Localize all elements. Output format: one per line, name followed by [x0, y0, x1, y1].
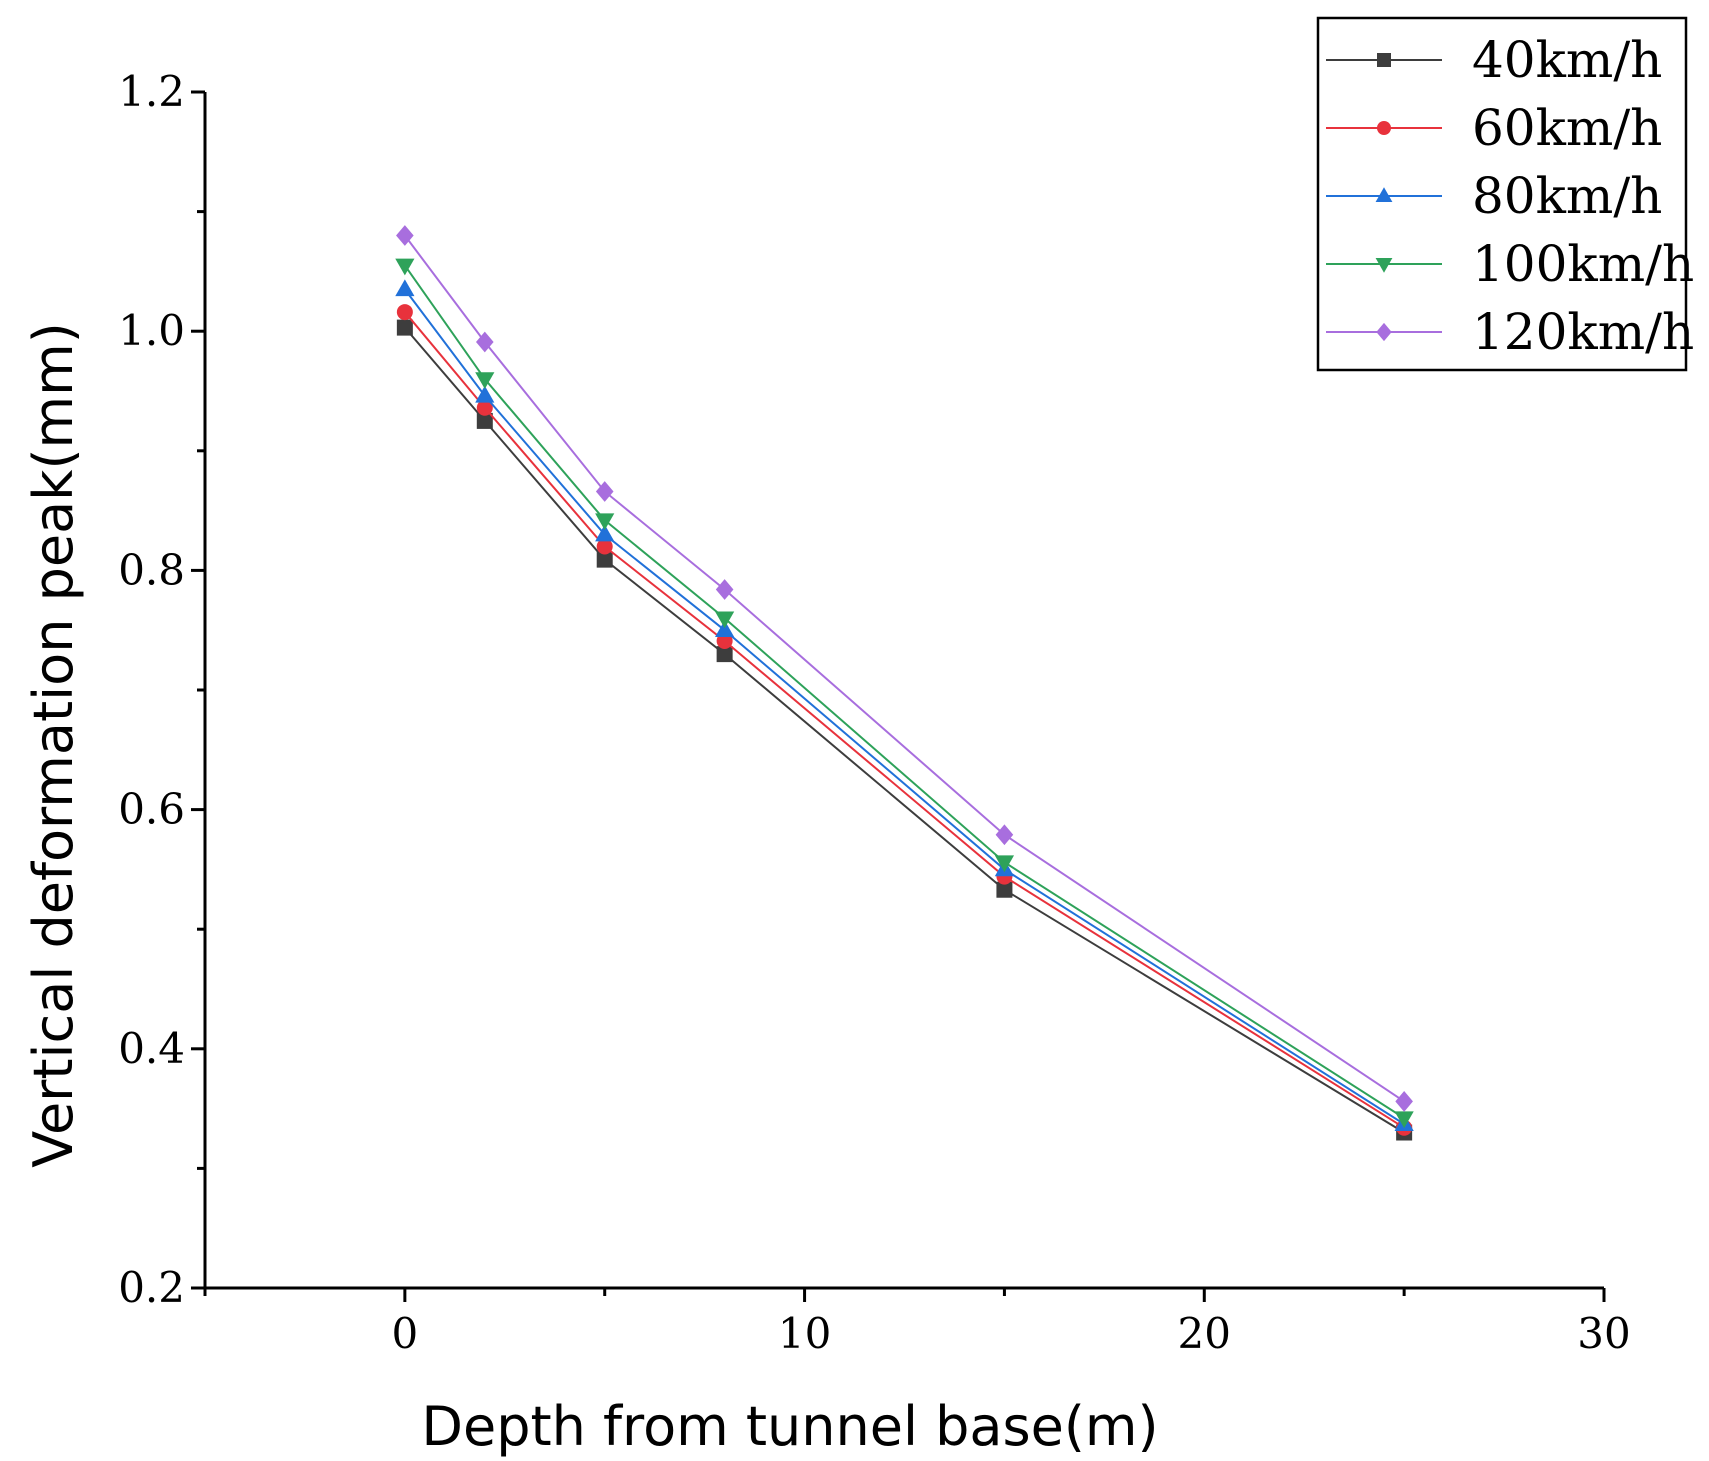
y-tick-label: 0.2 — [118, 1263, 185, 1312]
x-tick-label: 30 — [1577, 1309, 1630, 1358]
data-point — [396, 319, 413, 336]
data-point — [596, 538, 613, 555]
data-point — [1395, 1091, 1413, 1112]
data-point — [475, 372, 495, 390]
series-line — [404, 311, 1405, 1129]
data-point — [596, 551, 613, 568]
data-point — [995, 824, 1014, 846]
y-tick-label: 0.4 — [118, 1024, 185, 1073]
legend-item: 40km/h — [1326, 31, 1662, 89]
data-point — [595, 524, 615, 542]
legend-item: 60km/h — [1326, 99, 1662, 157]
data-point — [1394, 1111, 1414, 1129]
legend-label: 120km/h — [1472, 303, 1694, 361]
series-60km/h — [396, 304, 1413, 1136]
y-tick-label: 1.2 — [118, 67, 185, 116]
data-point — [476, 399, 493, 416]
legend-item: 120km/h — [1326, 303, 1694, 361]
y-axis-title: Vertical deformation peak(mm) — [22, 322, 85, 1168]
data-point — [715, 611, 735, 629]
legend-label: 100km/h — [1472, 235, 1694, 293]
series-layer — [395, 225, 1414, 1141]
data-point — [476, 331, 494, 353]
data-point — [595, 481, 614, 502]
legend-item: 100km/h — [1326, 235, 1694, 293]
data-point — [994, 855, 1015, 873]
data-point — [716, 646, 733, 663]
data-point — [475, 385, 495, 403]
x-tick-label: 0 — [391, 1309, 418, 1358]
series-120km/h — [396, 225, 1413, 1112]
x-tick-label: 10 — [778, 1309, 831, 1358]
series-80km/h — [395, 279, 1414, 1131]
y-tick-label: 0.6 — [118, 785, 185, 834]
x-axis-title: Depth from tunnel base(m) — [421, 1395, 1158, 1458]
data-point — [715, 620, 735, 637]
legend-marker — [1376, 322, 1392, 342]
legend-label: 80km/h — [1472, 167, 1662, 225]
series-line — [404, 326, 1405, 1134]
data-point — [395, 279, 415, 297]
legend-box — [1316, 16, 1688, 372]
series-40km/h — [396, 319, 1413, 1141]
data-point — [996, 881, 1013, 898]
legend-label: 40km/h — [1472, 31, 1662, 89]
y-tick-label: 1.0 — [118, 306, 185, 355]
data-point — [476, 412, 493, 429]
data-point — [715, 579, 734, 600]
data-point — [396, 225, 414, 246]
legend-label: 60km/h — [1472, 99, 1662, 157]
series-line — [404, 264, 1405, 1120]
data-point — [396, 304, 413, 321]
legend-marker — [1375, 187, 1393, 202]
series-line — [404, 288, 1405, 1125]
legend-marker — [1375, 258, 1393, 273]
axes: 0.2 0.4 0.6 0.8 1.0 1.2 0 10 20 30 — [118, 67, 1631, 1358]
y-tick-label: 0.8 — [118, 545, 185, 594]
x-tick-label: 20 — [1178, 1309, 1231, 1358]
data-point — [395, 258, 415, 276]
series-line — [404, 234, 1405, 1103]
legend: 40km/h 60km/h 80km/h 100km/h 120km/h — [1316, 16, 1694, 372]
legend-item: 80km/h — [1326, 167, 1662, 225]
legend-marker — [1377, 53, 1391, 67]
legend-marker — [1377, 121, 1391, 135]
data-point — [595, 513, 615, 531]
series-100km/h — [395, 258, 1414, 1129]
